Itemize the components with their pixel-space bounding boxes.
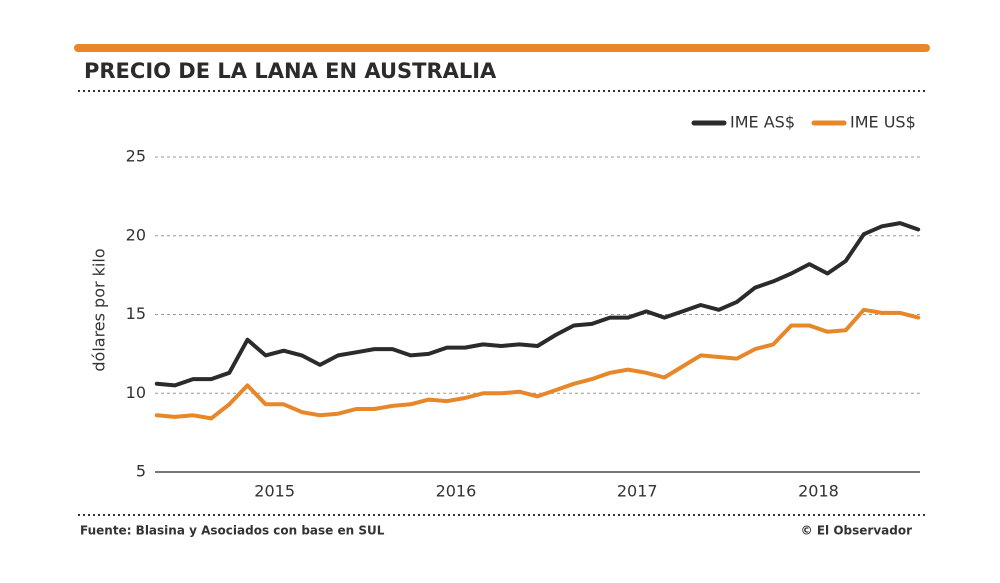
y-tick-label: 15: [126, 304, 146, 323]
y-tick-label: 10: [126, 383, 146, 402]
x-tick-label: 2018: [798, 482, 839, 501]
legend-label: IME AS$: [730, 113, 795, 132]
line-series: [154, 307, 921, 421]
legend-label: IME US$: [850, 113, 916, 132]
y-tick-label: 20: [126, 225, 146, 244]
line-series: [154, 221, 921, 388]
x-tick-label: 2016: [436, 482, 477, 501]
y-tick-label: 25: [126, 147, 146, 166]
y-axis-label: dólares por kilo: [90, 248, 109, 371]
chart-title: PRECIO DE LA LANA EN AUSTRALIA: [84, 59, 497, 83]
top-bar: [74, 44, 930, 52]
y-tick-label: 5: [136, 462, 146, 481]
credit: © El Observador: [801, 524, 912, 538]
x-tick-label: 2015: [254, 482, 295, 501]
source: Fuente: Blasina y Asociados con base en …: [80, 524, 385, 538]
x-tick-label: 2017: [617, 482, 658, 501]
